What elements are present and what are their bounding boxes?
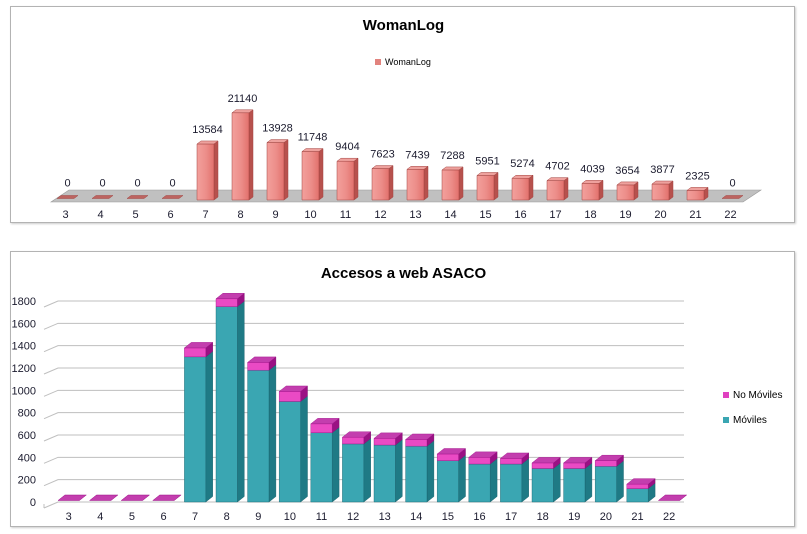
- svg-text:0: 0: [64, 178, 70, 190]
- svg-text:16: 16: [473, 511, 485, 523]
- svg-text:0: 0: [99, 178, 105, 190]
- svg-text:7623: 7623: [370, 149, 394, 161]
- svg-text:7: 7: [202, 209, 208, 221]
- svg-text:0: 0: [134, 178, 140, 190]
- svg-text:600: 600: [18, 430, 36, 442]
- svg-text:5274: 5274: [510, 158, 534, 170]
- svg-text:15: 15: [442, 511, 454, 523]
- svg-text:21: 21: [631, 511, 643, 523]
- svg-text:800: 800: [18, 408, 36, 420]
- svg-text:3877: 3877: [650, 164, 674, 176]
- svg-text:21: 21: [689, 209, 701, 221]
- svg-text:12: 12: [347, 511, 359, 523]
- svg-text:6: 6: [167, 209, 173, 221]
- svg-text:8: 8: [237, 209, 243, 221]
- svg-text:20: 20: [600, 511, 612, 523]
- svg-text:20: 20: [654, 209, 666, 221]
- svg-text:4: 4: [97, 209, 103, 221]
- svg-text:7: 7: [192, 511, 198, 523]
- svg-text:9404: 9404: [335, 141, 359, 153]
- svg-text:0: 0: [729, 178, 735, 190]
- svg-text:9: 9: [255, 511, 261, 523]
- svg-text:3654: 3654: [615, 165, 639, 177]
- svg-text:14: 14: [444, 209, 456, 221]
- svg-text:4039: 4039: [580, 163, 604, 175]
- svg-text:1800: 1800: [12, 296, 36, 308]
- svg-text:18: 18: [537, 511, 549, 523]
- svg-text:1400: 1400: [12, 341, 36, 353]
- svg-text:400: 400: [18, 452, 36, 464]
- svg-text:13: 13: [379, 511, 391, 523]
- svg-text:11: 11: [316, 511, 327, 523]
- svg-text:9: 9: [272, 209, 278, 221]
- svg-text:0: 0: [169, 178, 175, 190]
- svg-text:19: 19: [568, 511, 580, 523]
- svg-text:6: 6: [160, 511, 166, 523]
- svg-text:5: 5: [129, 511, 135, 523]
- svg-text:4: 4: [97, 511, 103, 523]
- svg-text:8: 8: [224, 511, 230, 523]
- svg-text:17: 17: [505, 511, 517, 523]
- svg-text:0: 0: [30, 497, 36, 509]
- svg-text:3: 3: [66, 511, 72, 523]
- svg-text:13584: 13584: [192, 124, 223, 136]
- svg-text:200: 200: [18, 475, 36, 487]
- svg-text:1600: 1600: [12, 318, 36, 330]
- svg-text:14: 14: [410, 511, 422, 523]
- svg-text:7439: 7439: [405, 149, 429, 161]
- svg-text:15: 15: [479, 209, 491, 221]
- svg-text:19: 19: [619, 209, 631, 221]
- svg-text:7288: 7288: [440, 150, 464, 162]
- svg-text:5: 5: [132, 209, 138, 221]
- svg-text:13928: 13928: [262, 123, 293, 135]
- svg-text:18: 18: [584, 209, 596, 221]
- svg-text:22: 22: [663, 511, 675, 523]
- svg-text:1000: 1000: [12, 385, 36, 397]
- svg-text:4702: 4702: [545, 161, 569, 173]
- svg-text:3: 3: [62, 209, 68, 221]
- svg-text:10: 10: [284, 511, 296, 523]
- svg-text:11748: 11748: [298, 132, 328, 144]
- svg-text:22: 22: [724, 209, 736, 221]
- svg-text:2325: 2325: [685, 170, 709, 182]
- svg-text:5951: 5951: [475, 156, 499, 168]
- svg-text:13: 13: [409, 209, 421, 221]
- svg-text:12: 12: [374, 209, 386, 221]
- svg-text:1200: 1200: [12, 363, 36, 375]
- svg-text:21140: 21140: [228, 93, 258, 105]
- svg-text:17: 17: [549, 209, 561, 221]
- svg-text:16: 16: [514, 209, 526, 221]
- svg-text:10: 10: [304, 209, 316, 221]
- svg-text:11: 11: [340, 209, 351, 221]
